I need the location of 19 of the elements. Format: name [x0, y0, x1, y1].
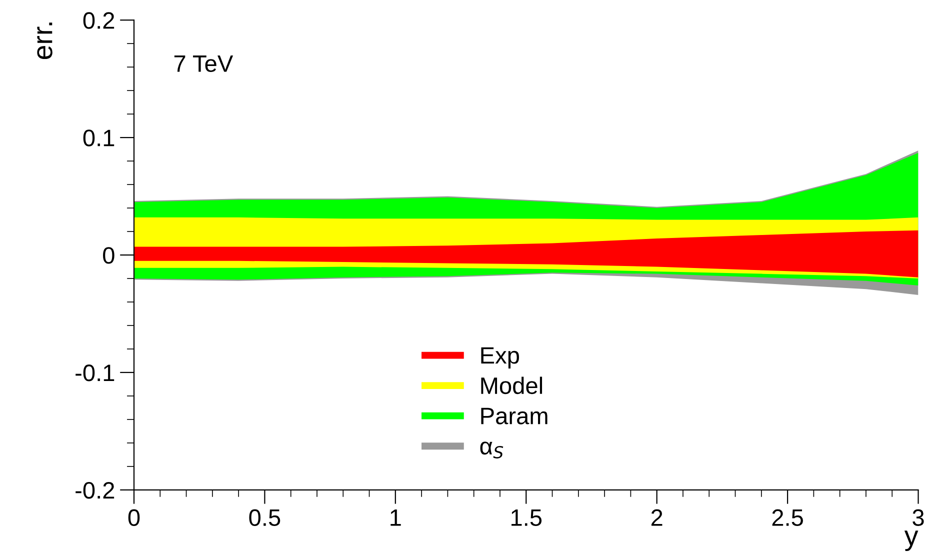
y-tick-label: -0.1 — [76, 364, 114, 382]
legend-label: α$_{S}$ — [480, 442, 504, 458]
y-axis-title: err. — [37, 22, 52, 60]
x-tick-label: 0 — [128, 509, 140, 526]
annotation: 7 TeV — [174, 56, 234, 72]
y-tick-label: 0.2 — [83, 12, 114, 29]
x-tick-label: 2 — [651, 509, 662, 526]
y-tick-label: -0.2 — [76, 482, 114, 499]
x-tick-label: 0.5 — [249, 509, 280, 526]
legend-label: Exp — [481, 347, 519, 368]
x-tick-label: 1 — [390, 510, 401, 526]
legend-label: Model — [481, 376, 542, 394]
legend-label: Param — [481, 408, 548, 424]
x-axis-title: y — [904, 530, 918, 552]
x-tick-label: 1.5 — [512, 510, 542, 526]
y-tick-label: 0 — [103, 247, 114, 264]
x-tick-label: 3 — [912, 509, 924, 526]
y-tick-label: 0.1 — [83, 130, 114, 146]
x-tick-label: 2.5 — [772, 509, 803, 526]
